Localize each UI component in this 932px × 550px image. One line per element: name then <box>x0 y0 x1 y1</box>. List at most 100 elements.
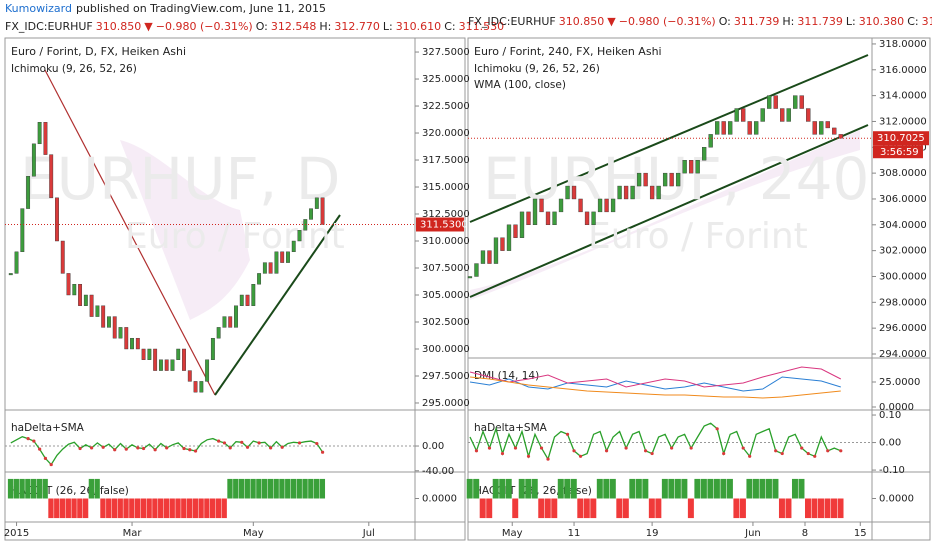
candle <box>112 316 117 339</box>
y-tick-label: 308.0000 <box>879 168 927 179</box>
indicator-label: Ichimoku (9, 26, 52, 26) <box>11 63 137 75</box>
hacolt-bar <box>798 478 805 499</box>
hacolt-bar <box>59 498 66 519</box>
candle <box>130 337 134 350</box>
quote-part: 310.850 <box>559 15 605 28</box>
y-tick-label: 315.0000 <box>422 182 470 193</box>
hacolt-bar <box>238 478 245 499</box>
candle <box>610 198 616 213</box>
hacolt-bar <box>752 478 759 499</box>
x-tick-label: 2015 <box>4 528 29 539</box>
candle <box>832 127 837 135</box>
indicator-dot <box>526 454 531 458</box>
hacolt-bar <box>739 498 746 519</box>
hacolt-bar <box>499 478 506 499</box>
indicator-dot <box>182 446 186 451</box>
y-tick-label: 325.0000 <box>422 74 470 85</box>
hacolt-bar <box>726 478 733 499</box>
hacolt-bar <box>134 498 141 519</box>
hacolt-bar <box>192 498 198 519</box>
hacolt-bar <box>713 478 720 499</box>
chart-title: Euro / Forint, D, FX, Heiken Ashi <box>11 45 186 58</box>
indicator-dot <box>193 449 198 453</box>
candle <box>584 211 590 226</box>
hacolt-bar <box>765 478 772 499</box>
author[interactable]: Kumowizard <box>5 2 72 15</box>
hacolt-bar <box>313 478 320 499</box>
candle <box>773 95 778 109</box>
candle <box>95 305 100 317</box>
candle <box>819 121 824 135</box>
candle <box>37 122 42 145</box>
y-tick-label: 302.5000 <box>422 317 470 328</box>
hacolt-bar <box>577 498 584 519</box>
watermark: Euro / Forint <box>125 216 345 257</box>
quote: FX_IDC:EURHUF 310.850 ▼ −0.980 (−0.31%) O: 31… <box>5 20 504 33</box>
hacolt-bar <box>551 498 558 519</box>
candle <box>176 348 181 360</box>
trend-line <box>214 214 341 396</box>
hacolt-bar <box>210 498 216 519</box>
candle <box>245 294 250 306</box>
candle <box>135 337 140 350</box>
candle <box>578 198 583 213</box>
hacolt-bar <box>261 478 268 499</box>
indicator-dot <box>240 440 244 444</box>
hacolt-bar <box>308 478 314 499</box>
candle <box>760 108 765 122</box>
candle <box>715 121 720 135</box>
indicator-dot <box>153 448 157 452</box>
candle <box>286 251 290 263</box>
indicator-dot <box>500 451 505 456</box>
y-tick-label: 296.0000 <box>879 323 927 334</box>
quote-part: C: <box>444 20 455 33</box>
candle <box>747 121 752 135</box>
candle <box>643 172 648 187</box>
hacolt-bar <box>622 498 629 519</box>
pane-y-tick-label: -40.00 <box>422 466 454 477</box>
indicator-dot <box>188 448 192 452</box>
candle <box>506 224 512 251</box>
indicator-dot <box>644 449 648 453</box>
hacolt-bar <box>824 498 831 519</box>
indicator-dot <box>774 449 778 453</box>
last-price-label: 311.5300 <box>420 219 468 230</box>
hacolt-bar <box>77 498 83 519</box>
hacolt-bar <box>544 498 551 519</box>
ichimoku-cloud <box>470 130 860 300</box>
hacolt-bar <box>525 478 532 499</box>
y-tick-label: 317.5000 <box>422 155 470 166</box>
indicator-dot <box>650 451 654 456</box>
hacolt-bar <box>648 498 655 519</box>
hacolt-bar <box>215 498 222 519</box>
y-tick-label: 322.5000 <box>422 101 470 112</box>
candle <box>487 250 492 264</box>
indicator-line <box>469 422 842 461</box>
candle <box>754 121 759 135</box>
pane-y-tick-label: 0.00 <box>422 441 444 452</box>
hacolt-bar <box>557 478 564 499</box>
candle <box>474 263 479 277</box>
candle <box>170 359 175 371</box>
x-tick-label: 11 <box>568 528 581 539</box>
hacolt-bar <box>531 478 538 499</box>
x-tick-label: Jun <box>744 528 761 539</box>
watermark: Euro / Forint <box>588 216 808 257</box>
candle <box>234 305 238 328</box>
y-tick-label: 297.5000 <box>422 371 470 382</box>
indicator-dot <box>578 454 583 458</box>
y-tick-label: 294.0000 <box>879 349 927 360</box>
quote-part: 312.770 <box>334 20 380 33</box>
indicator-dot <box>572 449 576 453</box>
ichimoku-cloud <box>120 140 250 320</box>
candle <box>187 370 192 382</box>
candle <box>124 327 129 350</box>
candle <box>552 211 557 226</box>
candle <box>786 108 791 122</box>
quote-part: 311.530 <box>459 20 505 33</box>
candle <box>721 121 726 135</box>
pane-y-tick-label: 0.0000 <box>879 494 914 505</box>
hacolt-bar <box>603 478 610 499</box>
indicator-dot <box>90 446 94 450</box>
hacolt-bar <box>564 478 571 499</box>
